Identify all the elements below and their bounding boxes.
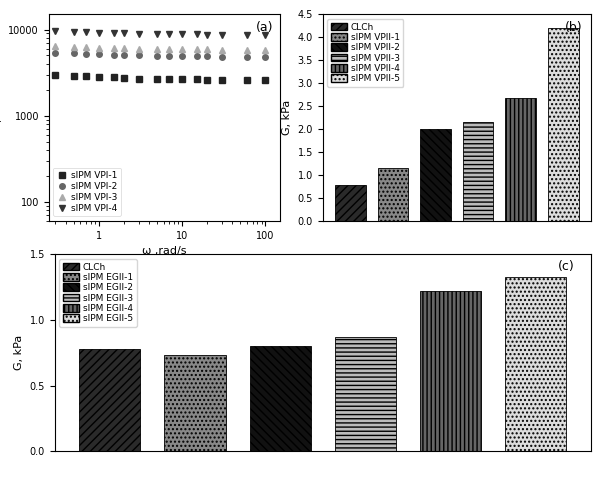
Bar — [505, 276, 566, 451]
sIPM VPI-3 — [203, 47, 211, 52]
sIPM VPI-3 — [70, 44, 77, 49]
Line: sIPM VPI-3: sIPM VPI-3 — [52, 43, 268, 53]
sIPM VPI-3 — [95, 45, 102, 50]
sIPM VPI-1 — [262, 77, 269, 83]
sIPM VPI-4 — [121, 31, 128, 36]
Bar — [378, 168, 408, 221]
sIPM VPI-1 — [178, 76, 186, 82]
sIPM VPI-3 — [218, 47, 225, 52]
sIPM VPI-3 — [262, 47, 269, 53]
sIPM VPI-4 — [193, 32, 200, 37]
sIPM VPI-2 — [95, 51, 102, 57]
Bar — [250, 346, 311, 451]
Y-axis label: G, kPa: G, kPa — [282, 100, 292, 135]
Bar — [79, 349, 141, 451]
sIPM VPI-4 — [153, 31, 161, 37]
Legend: CLCh, sIPM VPII-1, sIPM VPII-2, sIPM VPII-3, sIPM VPII-4, sIPM VPII-5: CLCh, sIPM VPII-1, sIPM VPII-2, sIPM VPI… — [327, 19, 403, 87]
sIPM VPI-4 — [82, 30, 90, 36]
Bar — [548, 28, 579, 221]
Legend: CLCh, sIPM EGII-1, sIPM EGII-2, sIPM EGII-3, sIPM EGII-4, sIPM EGII-5: CLCh, sIPM EGII-1, sIPM EGII-2, sIPM EGI… — [59, 259, 136, 327]
sIPM VPI-1 — [166, 76, 173, 82]
sIPM VPI-1 — [203, 77, 211, 83]
sIPM VPI-1 — [82, 73, 90, 79]
sIPM VPI-4 — [178, 32, 186, 37]
Text: (c): (c) — [558, 260, 575, 273]
sIPM VPI-4 — [52, 28, 59, 34]
sIPM VPI-4 — [218, 32, 225, 37]
Y-axis label: G, kPa: G, kPa — [14, 335, 24, 371]
sIPM VPI-3 — [244, 47, 251, 52]
sIPM VPI-2 — [178, 53, 186, 59]
sIPM VPI-1 — [135, 76, 143, 82]
sIPM VPI-2 — [82, 51, 90, 57]
sIPM VPI-2 — [153, 53, 161, 59]
sIPM VPI-3 — [153, 46, 161, 52]
sIPM VPI-4 — [135, 31, 143, 36]
sIPM VPI-3 — [193, 47, 200, 52]
Bar — [463, 122, 493, 221]
sIPM VPI-4 — [203, 32, 211, 37]
Line: sIPM VPI-4: sIPM VPI-4 — [52, 28, 268, 37]
sIPM VPI-1 — [70, 73, 77, 79]
sIPM VPI-1 — [218, 77, 225, 83]
sIPM VPI-1 — [110, 74, 117, 80]
sIPM VPI-1 — [121, 75, 128, 81]
sIPM VPI-2 — [70, 50, 77, 56]
sIPM VPI-2 — [135, 53, 143, 59]
sIPM VPI-2 — [52, 50, 59, 56]
X-axis label: ω ,rad/s: ω ,rad/s — [142, 246, 187, 256]
sIPM VPI-1 — [95, 74, 102, 80]
sIPM VPI-3 — [82, 44, 90, 50]
sIPM VPI-1 — [244, 77, 251, 83]
sIPM VPI-2 — [193, 53, 200, 59]
Bar — [335, 185, 365, 221]
Bar — [335, 337, 396, 451]
Text: (a): (a) — [256, 21, 273, 34]
Y-axis label: G’, Pa: G’, Pa — [0, 101, 3, 134]
sIPM VPI-3 — [110, 45, 117, 51]
sIPM VPI-3 — [135, 46, 143, 51]
sIPM VPI-2 — [110, 52, 117, 58]
sIPM VPI-2 — [203, 53, 211, 59]
sIPM VPI-1 — [193, 77, 200, 83]
sIPM VPI-3 — [52, 43, 59, 48]
sIPM VPI-4 — [262, 32, 269, 38]
sIPM VPI-2 — [218, 54, 225, 60]
sIPM VPI-3 — [178, 46, 186, 52]
Text: (b): (b) — [565, 21, 583, 34]
Line: sIPM VPI-1: sIPM VPI-1 — [52, 72, 268, 83]
Bar — [420, 291, 481, 451]
sIPM VPI-2 — [244, 54, 251, 60]
sIPM VPI-4 — [244, 32, 251, 37]
sIPM VPI-2 — [262, 54, 269, 60]
Bar — [164, 355, 226, 451]
sIPM VPI-4 — [110, 30, 117, 36]
Line: sIPM VPI-2: sIPM VPI-2 — [52, 50, 268, 60]
sIPM VPI-3 — [166, 46, 173, 52]
Legend: sIPM VPI-1, sIPM VPI-2, sIPM VPI-3, sIPM VPI-4: sIPM VPI-1, sIPM VPI-2, sIPM VPI-3, sIPM… — [53, 168, 121, 216]
sIPM VPI-4 — [166, 31, 173, 37]
sIPM VPI-1 — [52, 72, 59, 77]
sIPM VPI-2 — [121, 52, 128, 58]
Bar — [505, 98, 536, 221]
sIPM VPI-4 — [95, 30, 102, 36]
sIPM VPI-3 — [121, 45, 128, 51]
sIPM VPI-4 — [70, 29, 77, 35]
sIPM VPI-1 — [153, 76, 161, 82]
sIPM VPI-2 — [166, 53, 173, 59]
Bar — [420, 129, 451, 221]
